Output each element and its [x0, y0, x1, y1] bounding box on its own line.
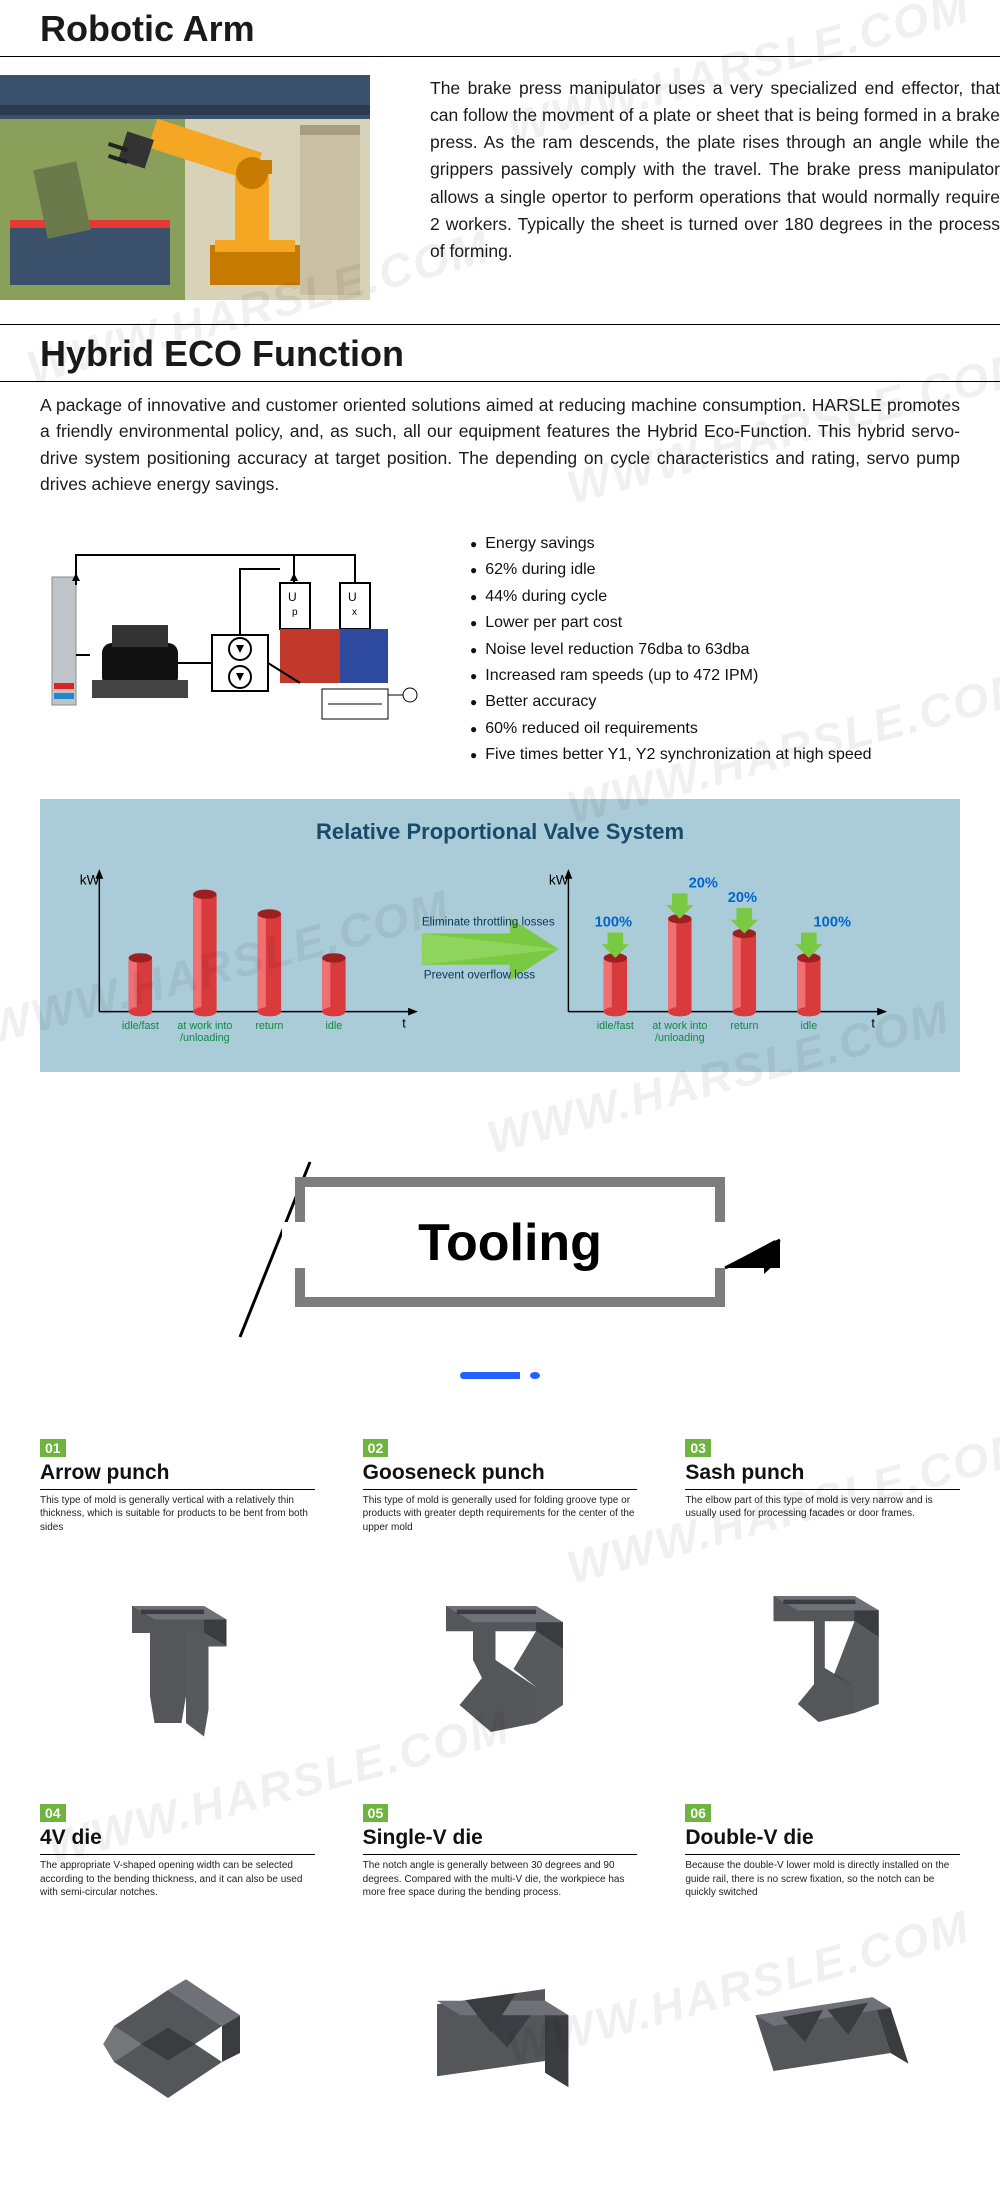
tool-image	[363, 1554, 638, 1784]
svg-text:U: U	[348, 590, 357, 604]
hybrid-bullet: 60% reduced oil requirements	[470, 716, 960, 742]
svg-text:20%: 20%	[728, 890, 757, 906]
tool-card: 01 Arrow punch This type of mold is gene…	[40, 1439, 315, 1785]
hybrid-bullet: Better accuracy	[470, 689, 960, 715]
svg-text:/unloading: /unloading	[180, 1031, 230, 1043]
hybrid-bullet: Increased ram speeds (up to 472 IPM)	[470, 663, 960, 689]
tool-desc: The elbow part of this type of mold is v…	[685, 1494, 960, 1524]
tool-number: 01	[40, 1439, 66, 1457]
tool-image	[363, 1920, 638, 2150]
hybrid-bullet: Lower per part cost	[470, 610, 960, 636]
svg-text:idle/fast: idle/fast	[597, 1020, 634, 1032]
tool-number: 04	[40, 1804, 66, 1822]
tool-name: 4V die	[40, 1826, 315, 1850]
tool-name: Double-V die	[685, 1826, 960, 1850]
svg-text:kW: kW	[549, 872, 569, 887]
tool-name: Arrow punch	[40, 1461, 315, 1485]
robotic-arm-text: The brake press manipulator uses a very …	[430, 75, 1000, 265]
svg-text:100%: 100%	[814, 914, 851, 930]
tool-desc: This type of mold is generally vertical …	[40, 1494, 315, 1535]
tool-desc: The notch angle is generally between 30 …	[363, 1859, 638, 1900]
tool-name: Sash punch	[685, 1461, 960, 1485]
robotic-arm-image	[0, 75, 370, 300]
hybrid-bullet: 44% during cycle	[470, 584, 960, 610]
tool-name: Single-V die	[363, 1826, 638, 1850]
hybrid-intro: A package of innovative and customer ori…	[40, 382, 960, 515]
svg-text:100%: 100%	[595, 914, 632, 930]
svg-text:t: t	[871, 1016, 875, 1030]
tool-image	[685, 1544, 960, 1774]
tool-image	[685, 1920, 960, 2150]
valve-title: Relative Proportional Valve System	[70, 819, 930, 845]
svg-text:return: return	[730, 1020, 758, 1032]
hybrid-bullet: Five times better Y1, Y2 synchronization…	[470, 742, 960, 768]
tool-desc: This type of mold is generally used for …	[363, 1494, 638, 1535]
svg-text:Tooling: Tooling	[418, 1214, 602, 1272]
svg-text:idle/fast: idle/fast	[122, 1020, 159, 1032]
tool-card: 06 Double-V die Because the double-V low…	[685, 1804, 960, 2150]
svg-text:idle: idle	[800, 1020, 817, 1032]
svg-text:20%: 20%	[689, 875, 718, 891]
tooling-underline	[460, 1372, 540, 1379]
svg-text:idle: idle	[325, 1020, 342, 1032]
hybrid-bullets: Energy savings62% during idle44% during …	[470, 525, 960, 769]
tool-image	[40, 1920, 315, 2150]
tool-number: 06	[685, 1804, 711, 1822]
tool-image	[40, 1554, 315, 1784]
svg-text:at work into: at work into	[177, 1020, 232, 1032]
svg-text:at work into: at work into	[652, 1020, 707, 1032]
tool-desc: The appropriate V-shaped opening width c…	[40, 1859, 315, 1900]
tool-number: 03	[685, 1439, 711, 1457]
svg-text:U: U	[288, 590, 297, 604]
svg-text:t: t	[402, 1016, 406, 1030]
tool-card: 04 4V die The appropriate V-shaped openi…	[40, 1804, 315, 2150]
tool-desc: Because the double-V lower mold is direc…	[685, 1859, 960, 1900]
valve-panel: Relative Proportional Valve System kWtkW…	[40, 799, 960, 1072]
tool-card: 02 Gooseneck punch This type of mold is …	[363, 1439, 638, 1785]
svg-text:p: p	[292, 607, 298, 618]
svg-text:return: return	[255, 1020, 283, 1032]
tool-name: Gooseneck punch	[363, 1461, 638, 1485]
svg-text:kW: kW	[80, 872, 100, 887]
svg-text:/unloading: /unloading	[655, 1031, 705, 1043]
valve-chart: kW t kW t idle/fast at work into/unloading ret…	[70, 853, 930, 1053]
tool-card: 05 Single-V die The notch angle is gener…	[363, 1804, 638, 2150]
svg-text:Prevent overflow loss: Prevent overflow loss	[424, 968, 536, 981]
hybrid-title: Hybrid ECO Function	[40, 325, 960, 381]
tool-number: 05	[363, 1804, 389, 1822]
hybrid-bullet: Noise level reduction 76dba to 63dba	[470, 637, 960, 663]
hybrid-bullet: Energy savings	[470, 531, 960, 557]
tool-number: 02	[363, 1439, 389, 1457]
hybrid-diagram: Up Ux	[40, 525, 440, 725]
tool-card: 03 Sash punch The elbow part of this typ…	[685, 1439, 960, 1785]
hybrid-bullet: 62% during idle	[470, 557, 960, 583]
svg-text:x: x	[352, 607, 357, 618]
robotic-arm-title: Robotic Arm	[40, 0, 960, 56]
svg-text:Eliminate throttling losses: Eliminate throttling losses	[422, 915, 555, 928]
tooling-banner: Tooling	[190, 1152, 810, 1342]
